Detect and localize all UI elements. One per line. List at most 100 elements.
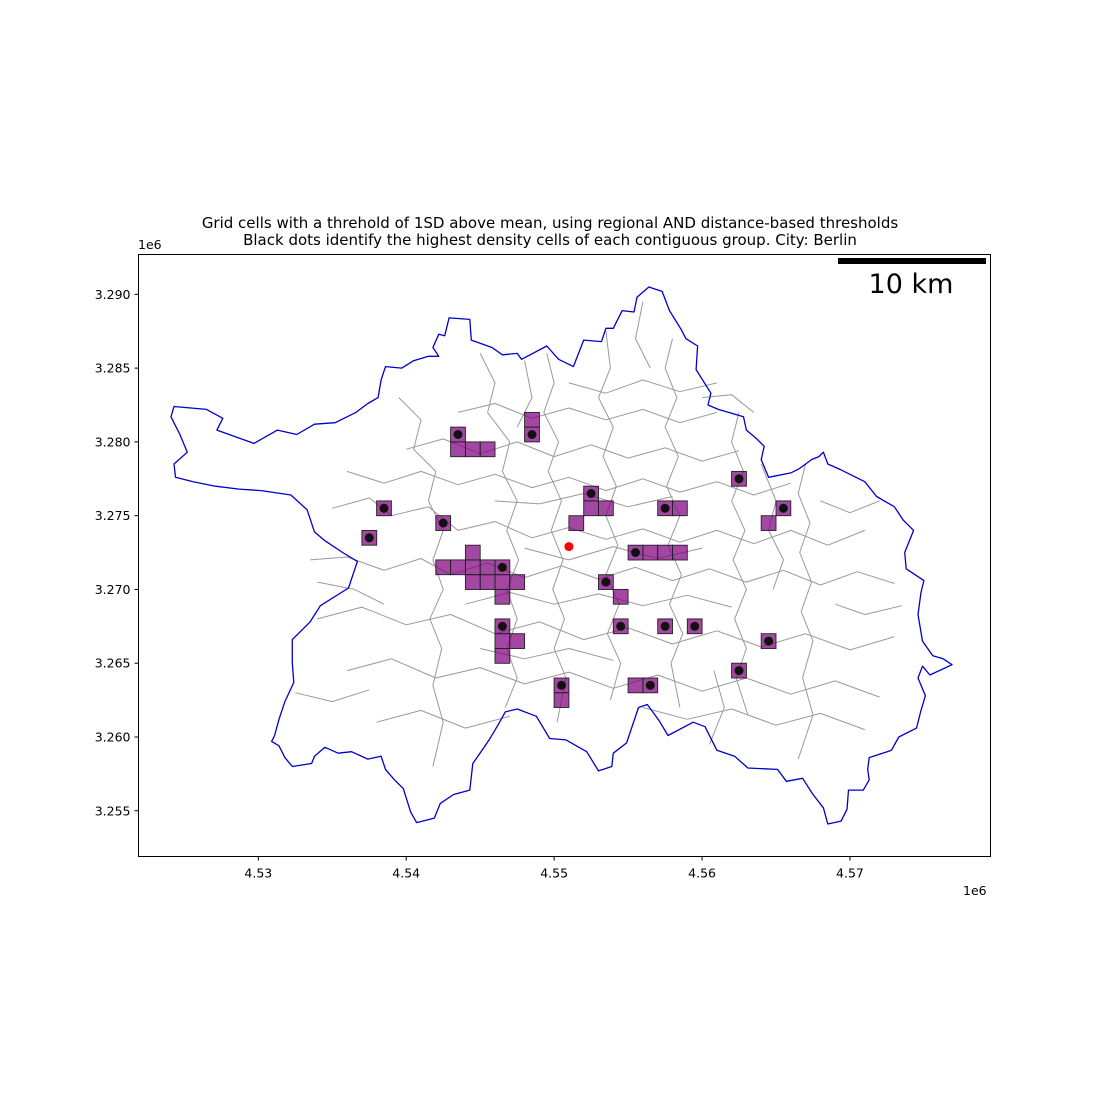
grid-cell xyxy=(642,544,659,561)
grid-cell xyxy=(450,441,466,458)
district-boundary-line xyxy=(568,527,865,546)
y-offset-label: 1e6 xyxy=(138,237,162,252)
peak-dot xyxy=(527,430,537,439)
grid-cell xyxy=(524,411,540,428)
grid-cell xyxy=(464,544,481,561)
y-tick-label: 3.260 xyxy=(95,729,131,744)
peak-dot xyxy=(586,489,596,498)
grid-cell xyxy=(464,574,481,590)
peak-dot xyxy=(645,680,655,690)
peak-dot xyxy=(616,621,626,631)
grid-cell xyxy=(553,692,570,708)
peak-dot xyxy=(379,503,389,513)
district-boundary-line xyxy=(835,603,902,615)
axis-ticks: 4.53 4.54 4.55 4.56 4.57 3.255 3.260 3.265 3.270… xyxy=(95,287,864,881)
grid-cell xyxy=(657,544,673,561)
x-tick-label: 4.53 xyxy=(244,866,272,881)
district-boundary-line xyxy=(709,670,725,745)
peak-dot xyxy=(764,636,774,646)
peak-dot xyxy=(734,666,744,676)
district-boundary-line xyxy=(543,353,567,723)
grid-cell xyxy=(494,588,511,605)
scale-bar-line xyxy=(838,258,986,264)
peak-dot xyxy=(734,474,744,484)
grid-cell xyxy=(612,588,629,605)
peak-dot xyxy=(601,577,611,587)
y-tick-label: 3.255 xyxy=(95,803,131,818)
map-title-line2: Black dots identify the highest density … xyxy=(243,231,857,249)
y-tick-label: 3.265 xyxy=(95,656,131,671)
district-boundary-line xyxy=(317,581,385,605)
axes-frame xyxy=(138,254,991,857)
peak-dot xyxy=(497,562,507,572)
scale-bar: 10 km xyxy=(838,258,986,300)
district-boundary-line xyxy=(398,397,444,767)
district-boundary-line xyxy=(635,301,651,369)
peak-dots xyxy=(364,430,788,690)
district-boundary-line xyxy=(516,360,533,428)
peak-dot xyxy=(438,518,448,528)
grid-cell xyxy=(464,559,481,576)
peak-dot xyxy=(631,548,640,557)
grid-cell xyxy=(672,544,688,561)
district-boundary-line xyxy=(797,463,814,760)
grid-cell xyxy=(568,515,585,531)
grid-cell xyxy=(450,559,466,576)
map-title-line1: Grid cells with a threhold of 1SD above … xyxy=(201,214,899,232)
x-tick-label: 4.54 xyxy=(392,866,420,881)
grid-cell xyxy=(672,500,688,517)
peak-dot xyxy=(778,503,788,513)
district-boundary-line xyxy=(524,671,880,698)
grid-cell xyxy=(760,515,777,531)
map-layer xyxy=(170,286,953,825)
district-boundary-line xyxy=(731,412,749,716)
grid-cell xyxy=(598,500,614,517)
district-boundary-line xyxy=(820,500,880,514)
peak-dot xyxy=(497,621,507,631)
grid-cell xyxy=(583,500,599,517)
grid-cell xyxy=(464,441,481,458)
district-boundary-line xyxy=(583,627,895,651)
grid-cell xyxy=(627,677,644,694)
grid-cell xyxy=(494,574,511,590)
district-boundary-line xyxy=(568,379,718,394)
district-boundary-line xyxy=(702,394,755,413)
grid-cell xyxy=(494,648,511,664)
grid-cell xyxy=(479,441,496,458)
x-tick-label: 4.56 xyxy=(688,866,716,881)
y-tick-label: 3.285 xyxy=(95,361,131,376)
district-boundary-line xyxy=(317,606,584,641)
city-center-dot xyxy=(564,542,574,552)
x-tick-label: 4.57 xyxy=(836,866,864,881)
y-tick-label: 3.270 xyxy=(95,582,131,597)
y-tick-label: 3.280 xyxy=(95,434,131,449)
peak-dot xyxy=(660,503,670,513)
y-tick-label: 3.290 xyxy=(95,287,131,302)
peak-dot xyxy=(557,680,566,690)
district-boundary-line xyxy=(376,709,510,729)
peak-dot xyxy=(364,533,374,543)
grid-cell xyxy=(494,633,511,649)
district-boundary-line xyxy=(642,707,865,731)
scale-bar-label: 10 km xyxy=(869,269,954,300)
peak-dot xyxy=(660,621,670,631)
district-boundary-line xyxy=(487,562,895,586)
district-boundary-line xyxy=(457,403,718,424)
district-boundary-line xyxy=(664,338,684,708)
x-offset-label: 1e6 xyxy=(963,883,987,898)
district-boundary-line xyxy=(295,689,370,703)
grid-cell xyxy=(435,559,452,576)
x-tick-label: 4.55 xyxy=(540,866,568,881)
peak-dot xyxy=(453,430,463,439)
district-boundaries xyxy=(295,301,902,767)
grid-cell xyxy=(509,574,526,590)
grid-cells xyxy=(361,411,792,708)
grid-cell xyxy=(479,559,496,576)
y-tick-label: 3.275 xyxy=(95,508,131,523)
grid-cell xyxy=(509,633,526,649)
district-boundary-line xyxy=(346,658,525,685)
city-boundary xyxy=(170,286,953,825)
grid-cell xyxy=(479,574,496,590)
district-boundary-line xyxy=(346,470,791,496)
